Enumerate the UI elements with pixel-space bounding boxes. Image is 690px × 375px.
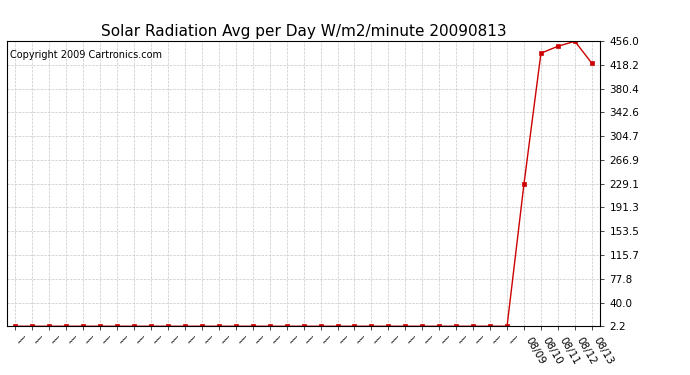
Text: Copyright 2009 Cartronics.com: Copyright 2009 Cartronics.com [10,50,162,60]
Title: Solar Radiation Avg per Day W/m2/minute 20090813: Solar Radiation Avg per Day W/m2/minute … [101,24,506,39]
